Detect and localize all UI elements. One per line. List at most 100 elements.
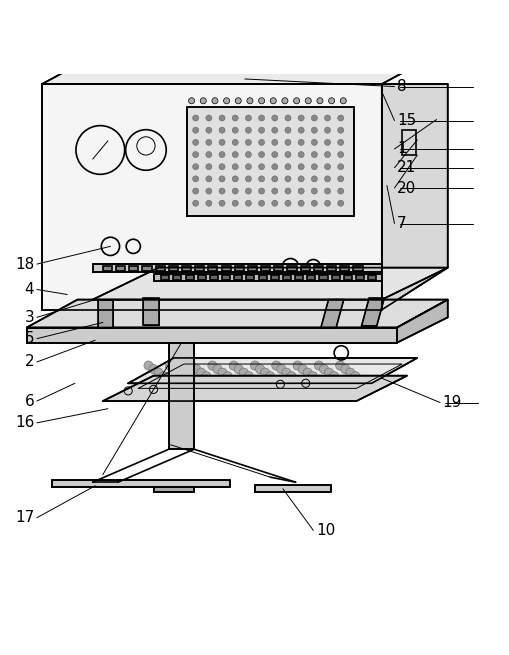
- Circle shape: [337, 151, 343, 158]
- Circle shape: [169, 379, 178, 388]
- Circle shape: [298, 365, 306, 373]
- Circle shape: [337, 176, 343, 182]
- Circle shape: [192, 176, 199, 182]
- Circle shape: [170, 365, 179, 373]
- Circle shape: [298, 140, 303, 145]
- Circle shape: [206, 200, 211, 206]
- Circle shape: [270, 375, 279, 384]
- Circle shape: [298, 164, 303, 170]
- Circle shape: [310, 140, 317, 145]
- Circle shape: [350, 371, 359, 381]
- Circle shape: [232, 200, 238, 206]
- Polygon shape: [258, 275, 266, 280]
- Circle shape: [232, 115, 238, 121]
- Circle shape: [180, 371, 189, 381]
- Circle shape: [337, 115, 343, 121]
- Polygon shape: [234, 266, 243, 271]
- Polygon shape: [161, 275, 169, 280]
- Circle shape: [298, 127, 303, 133]
- Polygon shape: [143, 298, 158, 325]
- Circle shape: [229, 361, 238, 370]
- Circle shape: [271, 164, 277, 170]
- Circle shape: [324, 200, 330, 206]
- Text: 1: 1: [396, 141, 406, 157]
- Circle shape: [218, 151, 224, 158]
- Circle shape: [250, 361, 259, 370]
- Text: 7: 7: [396, 216, 406, 231]
- Polygon shape: [246, 275, 254, 280]
- Polygon shape: [319, 275, 327, 280]
- Polygon shape: [168, 343, 194, 449]
- Circle shape: [239, 368, 248, 377]
- Circle shape: [298, 176, 303, 182]
- Polygon shape: [209, 275, 217, 280]
- Circle shape: [285, 151, 291, 158]
- Circle shape: [245, 115, 251, 121]
- Circle shape: [281, 98, 288, 103]
- Circle shape: [190, 379, 200, 388]
- Circle shape: [298, 115, 303, 121]
- Circle shape: [211, 98, 217, 103]
- Circle shape: [175, 368, 184, 377]
- Circle shape: [218, 115, 224, 121]
- Polygon shape: [93, 268, 447, 299]
- Circle shape: [159, 371, 168, 381]
- Polygon shape: [247, 266, 257, 271]
- Polygon shape: [343, 275, 351, 280]
- Circle shape: [271, 361, 280, 370]
- Polygon shape: [182, 266, 191, 271]
- Circle shape: [233, 379, 242, 388]
- Polygon shape: [261, 266, 270, 271]
- Circle shape: [188, 98, 194, 103]
- Circle shape: [285, 127, 291, 133]
- Circle shape: [271, 151, 277, 158]
- Circle shape: [310, 115, 317, 121]
- Polygon shape: [326, 266, 335, 271]
- Polygon shape: [42, 84, 381, 310]
- Polygon shape: [153, 487, 194, 493]
- Circle shape: [293, 98, 299, 103]
- Polygon shape: [142, 266, 151, 271]
- Circle shape: [223, 98, 229, 103]
- Circle shape: [222, 371, 232, 381]
- Circle shape: [324, 164, 330, 170]
- Circle shape: [200, 98, 206, 103]
- Polygon shape: [313, 266, 322, 271]
- Polygon shape: [185, 275, 193, 280]
- Circle shape: [245, 200, 251, 206]
- Circle shape: [246, 98, 252, 103]
- Polygon shape: [331, 275, 339, 280]
- Circle shape: [192, 200, 199, 206]
- Circle shape: [298, 188, 303, 194]
- Bar: [401, 130, 415, 155]
- Polygon shape: [306, 275, 315, 280]
- Circle shape: [245, 164, 251, 170]
- Polygon shape: [396, 299, 447, 343]
- Circle shape: [324, 368, 333, 377]
- Circle shape: [310, 151, 317, 158]
- Circle shape: [192, 115, 199, 121]
- Circle shape: [335, 361, 344, 370]
- Circle shape: [232, 127, 238, 133]
- Circle shape: [276, 365, 286, 373]
- Circle shape: [206, 164, 211, 170]
- Polygon shape: [195, 266, 204, 271]
- Polygon shape: [282, 275, 291, 280]
- Polygon shape: [52, 479, 229, 487]
- Text: 5: 5: [24, 331, 34, 346]
- Circle shape: [212, 365, 221, 373]
- Text: 15: 15: [396, 113, 415, 128]
- Circle shape: [218, 176, 224, 182]
- Circle shape: [258, 164, 264, 170]
- Text: 20: 20: [396, 181, 415, 195]
- Circle shape: [287, 371, 296, 381]
- Circle shape: [271, 176, 277, 182]
- Polygon shape: [186, 107, 353, 216]
- Circle shape: [285, 115, 291, 121]
- Circle shape: [234, 365, 243, 373]
- Polygon shape: [26, 328, 396, 343]
- Polygon shape: [367, 275, 376, 280]
- Circle shape: [192, 188, 199, 194]
- Circle shape: [186, 361, 195, 370]
- Circle shape: [281, 368, 291, 377]
